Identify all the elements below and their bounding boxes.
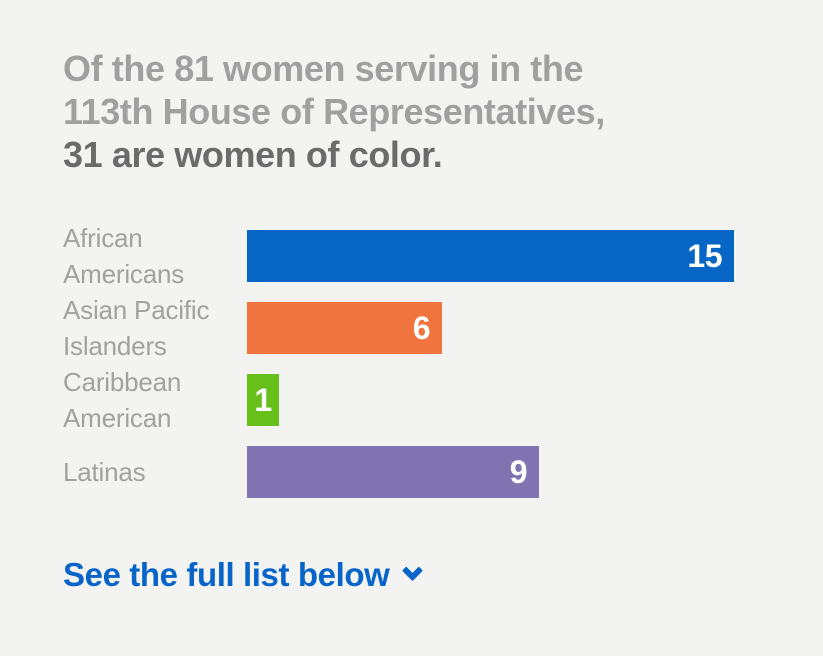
chevron-down-icon <box>402 559 424 581</box>
chart-row: Caribbean American 1 <box>63 367 763 433</box>
category-label: Asian Pacific Islanders <box>63 295 210 361</box>
title-line-2: 113th House of Representatives, <box>63 91 605 132</box>
category-label: Latinas <box>63 457 146 487</box>
title-line-3: 31 are women of color. <box>63 134 443 175</box>
bar: 15 <box>247 230 734 282</box>
chart-title: Of the 81 women serving in the 113th Hou… <box>63 47 605 176</box>
bar-value-label: 9 <box>509 453 528 490</box>
category-label: African Americans <box>63 223 185 289</box>
bar: 9 <box>247 446 539 498</box>
bar-area: 6 <box>247 302 763 354</box>
bar-area: 9 <box>247 446 763 498</box>
bar-area: 15 <box>247 230 763 282</box>
bar-value-label: 15 <box>687 237 722 274</box>
title-line-1: Of the 81 women serving in the <box>63 48 584 89</box>
bar-value-label: 6 <box>412 309 431 346</box>
bar-value-label: 1 <box>254 381 272 418</box>
chart-row: African Americans 15 <box>63 223 763 289</box>
bar-area: 1 <box>247 374 763 426</box>
chart-row: Latinas 9 <box>63 446 763 498</box>
see-full-list-link[interactable]: See the full list below <box>63 556 424 594</box>
link-label: See the full list below <box>63 556 390 593</box>
bar-chart: African Americans 15 Asian Pacific Islan… <box>63 223 763 518</box>
bar: 6 <box>247 302 442 354</box>
category-label: Caribbean American <box>63 367 182 433</box>
bar: 1 <box>247 374 279 426</box>
chart-row: Asian Pacific Islanders 6 <box>63 295 763 361</box>
